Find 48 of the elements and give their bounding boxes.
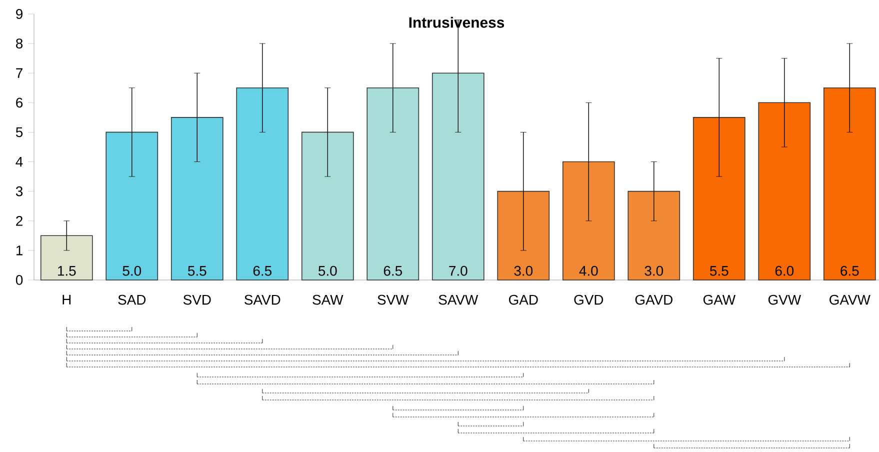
x-tick-label: GVW — [768, 294, 802, 305]
y-tick-label: 9 — [16, 9, 22, 19]
data-label: 6.5 — [840, 266, 859, 276]
x-tick-label: SAVW — [438, 294, 478, 305]
x-tick-label: GAVD — [635, 294, 672, 305]
data-label: 3.0 — [514, 266, 533, 276]
y-tick-label: 7 — [16, 68, 22, 78]
x-tick-label: GAD — [508, 294, 538, 305]
x-tick-label: GVD — [574, 294, 604, 305]
y-tick-label: 3 — [16, 186, 23, 196]
data-label: 7.0 — [449, 266, 468, 276]
y-tick-label: 1 — [16, 246, 22, 256]
x-tick-label: SVD — [183, 294, 211, 305]
data-label: 5.5 — [710, 266, 728, 276]
x-tick-label: SAW — [312, 294, 344, 305]
y-tick-label: 6 — [16, 98, 23, 108]
data-label: 5.5 — [188, 266, 206, 276]
bar — [236, 87, 289, 280]
x-tick-label: SAVD — [244, 294, 280, 305]
bar — [40, 235, 93, 280]
bar — [301, 132, 354, 280]
y-tick-label: 4 — [16, 156, 23, 167]
data-label: 5.0 — [318, 266, 337, 276]
y-tick-label: 8 — [16, 38, 23, 48]
y-tick-label: 0 — [16, 275, 23, 285]
x-tick-label: SAD — [118, 294, 146, 305]
bar — [366, 87, 420, 280]
y-tick-label: 5 — [16, 127, 23, 138]
bar — [692, 117, 746, 280]
data-label: 4.0 — [579, 266, 598, 276]
bar — [628, 190, 680, 280]
x-tick-label: GAW — [703, 294, 736, 305]
bar — [106, 132, 158, 280]
data-label: 1.5 — [58, 266, 76, 276]
data-label: 6.5 — [253, 266, 272, 276]
x-tick-label: GAVW — [830, 294, 870, 305]
bar — [170, 117, 224, 280]
x-tick-label: H — [62, 294, 71, 304]
bar — [432, 72, 484, 280]
bar — [562, 161, 615, 280]
bar — [758, 102, 811, 280]
data-label: 5.0 — [122, 266, 142, 276]
data-label: 3.0 — [644, 266, 664, 276]
x-tick-label: SVW — [378, 294, 409, 305]
data-label: 6.5 — [384, 266, 402, 276]
bar — [823, 87, 876, 280]
data-label: 6.0 — [775, 266, 794, 276]
y-tick-label: 2 — [16, 216, 22, 226]
